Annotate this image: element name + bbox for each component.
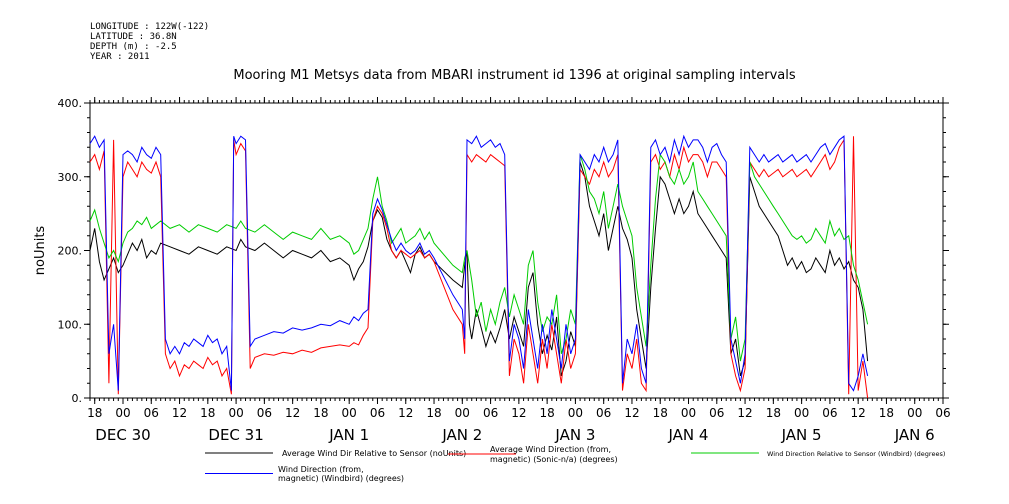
- legend-label-4: Wind Direction (from,: [278, 465, 364, 474]
- x-tick-label: 06: [596, 406, 611, 420]
- y-tick-label: 100.: [58, 318, 83, 331]
- x-tick-label: 18: [200, 406, 215, 420]
- chart-legend: Average Wind Dir Relative to Sensor (noU…: [205, 445, 945, 483]
- x-tick-label: 00: [568, 406, 583, 420]
- x-tick-label: 12: [172, 406, 187, 420]
- x-tick-label: 18: [653, 406, 668, 420]
- metadata-block: LONGITUDE : 122W(-122) LATITUDE : 36.8N …: [90, 22, 209, 62]
- x-tick-label: 06: [370, 406, 385, 420]
- meta-depth: DEPTH (m) : -2.5: [90, 42, 177, 52]
- x-date-label: JAN 1: [328, 426, 369, 444]
- series-line-3: [89, 153, 869, 362]
- x-tick-label: 00: [115, 406, 130, 420]
- y-tick-label: 200.: [58, 245, 83, 258]
- x-tick-label: 00: [455, 406, 470, 420]
- legend-label-3: Wind Direction Relative to Sensor (Windb…: [767, 450, 945, 458]
- meta-longitude: LONGITUDE : 122W(-122): [90, 22, 210, 32]
- x-tick-label: 06: [257, 406, 272, 420]
- y-tick-label: 300.: [58, 171, 83, 184]
- legend-label-1: Average Wind Dir Relative to Sensor (noU…: [282, 449, 466, 458]
- x-tick-label: 18: [426, 406, 441, 420]
- x-date-label: JAN 5: [781, 426, 822, 444]
- x-tick-label: 06: [483, 406, 498, 420]
- x-tick-label: 06: [144, 406, 159, 420]
- x-date-label: JAN 3: [554, 426, 595, 444]
- x-tick-label: 18: [87, 406, 102, 420]
- x-tick-label: 12: [285, 406, 300, 420]
- x-tick-label: 12: [851, 406, 866, 420]
- x-date-label: DEC 31: [208, 426, 263, 444]
- chart-title: Mooring M1 Metsys data from MBARI instru…: [233, 68, 796, 83]
- x-tick-label: 00: [907, 406, 922, 420]
- meta-latitude: LATITUDE : 36.8N: [90, 32, 177, 42]
- x-tick-label: 18: [313, 406, 328, 420]
- x-date-label: JAN 6: [894, 426, 935, 444]
- x-tick-label: 00: [342, 406, 357, 420]
- series-line-2: [89, 136, 869, 399]
- legend-label-2: Average Wind Direction (from,: [490, 445, 611, 454]
- x-tick-label: 12: [398, 406, 413, 420]
- x-date-label: JAN 2: [441, 426, 482, 444]
- x-date-label: JAN 4: [668, 426, 709, 444]
- x-tick-label: 00: [228, 406, 243, 420]
- y-tick-label: 0.: [72, 392, 83, 405]
- x-tick-label: 00: [681, 406, 696, 420]
- y-tick-label: 400.: [58, 97, 83, 110]
- plot-frame: [89, 102, 944, 399]
- x-tick-label: 06: [822, 406, 837, 420]
- x-tick-label: 06: [935, 406, 950, 420]
- x-tick-label: 00: [794, 406, 809, 420]
- x-tick-label: 12: [737, 406, 752, 420]
- x-tick-label: 12: [511, 406, 526, 420]
- chart-axes: 0. 100. 200. 300. 400. noUnits 18 00 06 12 18 00 06 1…: [33, 97, 951, 444]
- y-axis-label: noUnits: [33, 226, 48, 276]
- x-tick-label: 12: [624, 406, 639, 420]
- series-line-4: [89, 134, 869, 392]
- x-tick-label: 18: [539, 406, 554, 420]
- meta-year: YEAR : 2011: [90, 52, 150, 62]
- legend-label-2-line2: magnetic) (Sonic-n/a) (degrees): [490, 455, 618, 464]
- x-tick-label: 18: [879, 406, 894, 420]
- series-line-1: [89, 161, 869, 377]
- x-tick-label: 18: [766, 406, 781, 420]
- series-lines: [89, 134, 869, 399]
- x-date-label: DEC 30: [95, 426, 150, 444]
- x-tick-label: 06: [709, 406, 724, 420]
- legend-label-4-line2: magnetic) (Windbird) (degrees): [278, 474, 404, 483]
